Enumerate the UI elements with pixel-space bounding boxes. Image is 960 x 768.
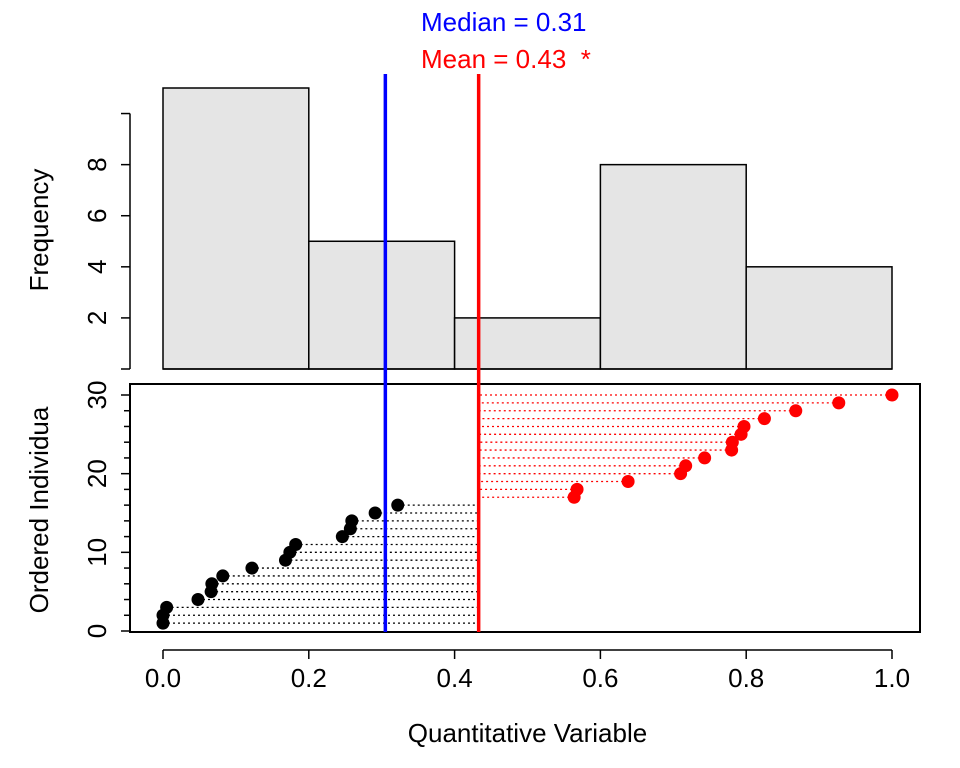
data-point [570, 482, 584, 496]
histogram-bar [599, 163, 747, 370]
data-point [345, 514, 359, 528]
data-point [160, 600, 174, 614]
histogram-bar [308, 240, 456, 370]
data-point [205, 577, 219, 591]
data-point [679, 459, 693, 473]
histogram-bar [162, 87, 310, 370]
data-point [885, 388, 899, 402]
data-point [289, 537, 303, 551]
x-tick-label: 1.0 [874, 663, 910, 693]
x-tick-label: 0.0 [145, 663, 181, 693]
data-point [191, 593, 205, 607]
scatter-y-tick-label: 30 [82, 381, 112, 410]
median-label: Median = 0.31 [421, 7, 587, 37]
histogram-y-axis: 2 4 6 8 [82, 112, 131, 370]
x-tick-label: 0.6 [582, 663, 618, 693]
data-point [621, 475, 635, 489]
histogram-bar [745, 266, 893, 370]
histogram-bars [162, 87, 893, 370]
data-point [216, 569, 230, 583]
scatter-y-tick-label: 20 [82, 459, 112, 488]
histogram-y-tick-label: 8 [82, 157, 112, 171]
histogram-y-tick-label: 2 [82, 311, 112, 325]
scatter-y-axis: 0 10 20 30 [82, 381, 130, 638]
data-point [368, 506, 382, 520]
scatter-y-tick-label: 0 [82, 624, 112, 638]
histogram-bar [453, 317, 602, 370]
x-axis-label: Quantitative Variable [408, 718, 647, 748]
scatter-points [156, 388, 899, 630]
scatter-y-axis-label: Ordered Individua [24, 406, 54, 613]
data-point [789, 404, 803, 418]
scatter-x-axis: 0.0 0.2 0.4 0.6 0.8 1.0 [145, 649, 910, 693]
x-tick-label: 0.2 [291, 663, 327, 693]
data-point [698, 451, 712, 465]
x-tick-label: 0.4 [437, 663, 473, 693]
scatter-plot-frame [129, 383, 921, 633]
mean-connector-lines [163, 394, 892, 624]
histogram-y-tick-label: 4 [82, 260, 112, 274]
data-point [737, 419, 751, 433]
data-point [335, 530, 349, 544]
scatter-y-tick-label: 10 [82, 538, 112, 567]
data-point [725, 435, 739, 449]
data-point [391, 498, 405, 512]
data-point [245, 561, 259, 575]
mean-label: Mean = 0.43 * [421, 44, 591, 74]
x-tick-label: 0.8 [728, 663, 764, 693]
histogram-y-tick-label: 6 [82, 208, 112, 222]
data-point [757, 412, 771, 426]
histogram-y-axis-label: Frequency [24, 169, 54, 292]
data-point [832, 396, 846, 410]
